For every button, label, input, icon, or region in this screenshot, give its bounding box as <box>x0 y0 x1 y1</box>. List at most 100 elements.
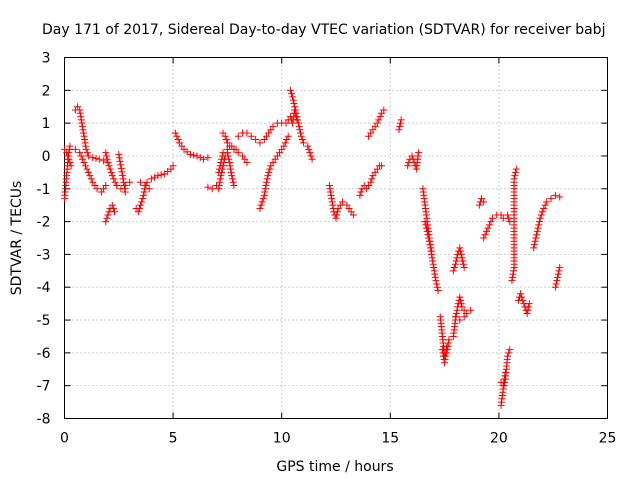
data-point-marker <box>512 168 520 176</box>
data-point-marker <box>226 159 234 167</box>
data-point-marker <box>208 185 216 193</box>
data-point-marker <box>552 280 560 288</box>
data-point-marker <box>425 237 433 245</box>
data-point-marker <box>509 270 517 278</box>
x-tick-label: 10 <box>273 431 291 447</box>
data-point-marker <box>449 267 457 275</box>
data-point-marker <box>487 218 495 226</box>
x-axis-label: GPS time / hours <box>276 459 393 475</box>
data-point-marker <box>329 201 337 209</box>
data-point-marker <box>293 116 301 124</box>
y-tick-label: -6 <box>37 346 51 362</box>
data-point-marker <box>92 154 100 162</box>
data-point-marker <box>426 241 434 249</box>
data-point-marker <box>430 267 438 275</box>
data-point-marker <box>103 214 111 222</box>
chart-title: Day 171 of 2017, Sidereal Day-to-day VTE… <box>42 22 605 38</box>
data-point-marker <box>119 175 127 183</box>
data-point-marker <box>269 122 277 130</box>
data-point-marker <box>543 198 551 206</box>
data-point-marker <box>81 136 89 144</box>
data-point-marker <box>260 191 268 199</box>
data-point-marker <box>500 375 508 383</box>
data-point-marker <box>119 171 127 179</box>
data-point-marker <box>225 155 233 163</box>
data-point-marker <box>368 175 376 183</box>
data-point-marker <box>76 106 84 114</box>
data-point-marker <box>121 188 129 196</box>
data-point-marker <box>434 287 442 295</box>
y-tick-label: 2 <box>42 83 51 99</box>
data-point-marker <box>193 152 201 160</box>
data-point-marker <box>252 136 260 144</box>
y-tick-label: -1 <box>37 182 51 198</box>
data-point-marker <box>140 188 148 196</box>
data-point-marker <box>222 136 230 144</box>
data-point-marker <box>395 126 403 134</box>
data-point-marker <box>457 250 465 258</box>
data-point-marker <box>508 273 516 281</box>
data-point-marker <box>367 178 375 186</box>
data-point-marker <box>104 159 112 167</box>
data-point-marker <box>151 173 159 181</box>
y-tick-label: 0 <box>42 149 51 165</box>
data-point-marker <box>66 142 74 150</box>
data-point-marker <box>397 116 405 124</box>
data-point-marker <box>456 244 464 252</box>
data-point-marker <box>280 142 288 150</box>
data-point-marker <box>292 113 300 121</box>
data-point-marker <box>87 175 95 183</box>
data-point-marker <box>77 113 85 121</box>
data-point-marker <box>259 195 267 203</box>
data-point-marker <box>243 129 251 137</box>
data-point-marker <box>79 126 87 134</box>
data-point-marker <box>173 132 181 140</box>
data-point-marker <box>328 198 336 206</box>
data-point-marker <box>71 145 79 153</box>
data-point-marker <box>415 149 423 157</box>
data-point-marker <box>82 145 90 153</box>
data-point-marker <box>547 195 555 203</box>
data-point-marker <box>76 109 84 117</box>
data-point-marker <box>135 204 143 212</box>
data-point-marker <box>535 221 543 229</box>
y-tick-label: -3 <box>37 247 51 263</box>
data-point-marker <box>298 136 306 144</box>
data-point-marker <box>257 201 265 209</box>
data-point-marker <box>263 175 271 183</box>
data-point-marker <box>375 116 383 124</box>
data-point-marker <box>80 159 88 167</box>
data-point-marker <box>107 168 115 176</box>
data-point-marker <box>297 132 305 140</box>
data-point-marker <box>121 185 129 193</box>
data-point-marker <box>525 300 533 308</box>
data-point-marker <box>305 145 313 153</box>
data-point-marker <box>217 172 225 180</box>
data-point-marker <box>444 339 452 347</box>
data-point-marker <box>174 136 182 144</box>
data-point-marker <box>126 178 134 186</box>
data-point-marker <box>505 349 513 357</box>
data-point-marker <box>134 208 142 216</box>
data-point-marker <box>216 175 224 183</box>
data-point-marker <box>483 227 491 235</box>
y-tick-label: -5 <box>37 313 51 329</box>
data-point-marker <box>66 159 74 167</box>
data-point-marker <box>95 155 103 163</box>
data-point-marker <box>427 244 435 252</box>
x-tick-label: 5 <box>169 431 178 447</box>
data-point-marker <box>534 224 542 232</box>
data-point-marker <box>357 188 365 196</box>
data-point-marker <box>425 234 433 242</box>
y-tick-labels: -8 -7 -6 -5 -4 -3 -2 -1 0 1 2 3 <box>37 51 51 428</box>
data-point-marker <box>536 214 544 222</box>
data-point-marker <box>518 293 526 301</box>
data-point-marker <box>327 188 335 196</box>
data-point-marker <box>80 132 88 140</box>
data-point-marker <box>524 306 532 314</box>
data-point-marker <box>510 175 518 183</box>
data-point-marker <box>65 155 73 163</box>
data-point-marker <box>499 382 507 390</box>
data-point-marker <box>234 132 242 140</box>
